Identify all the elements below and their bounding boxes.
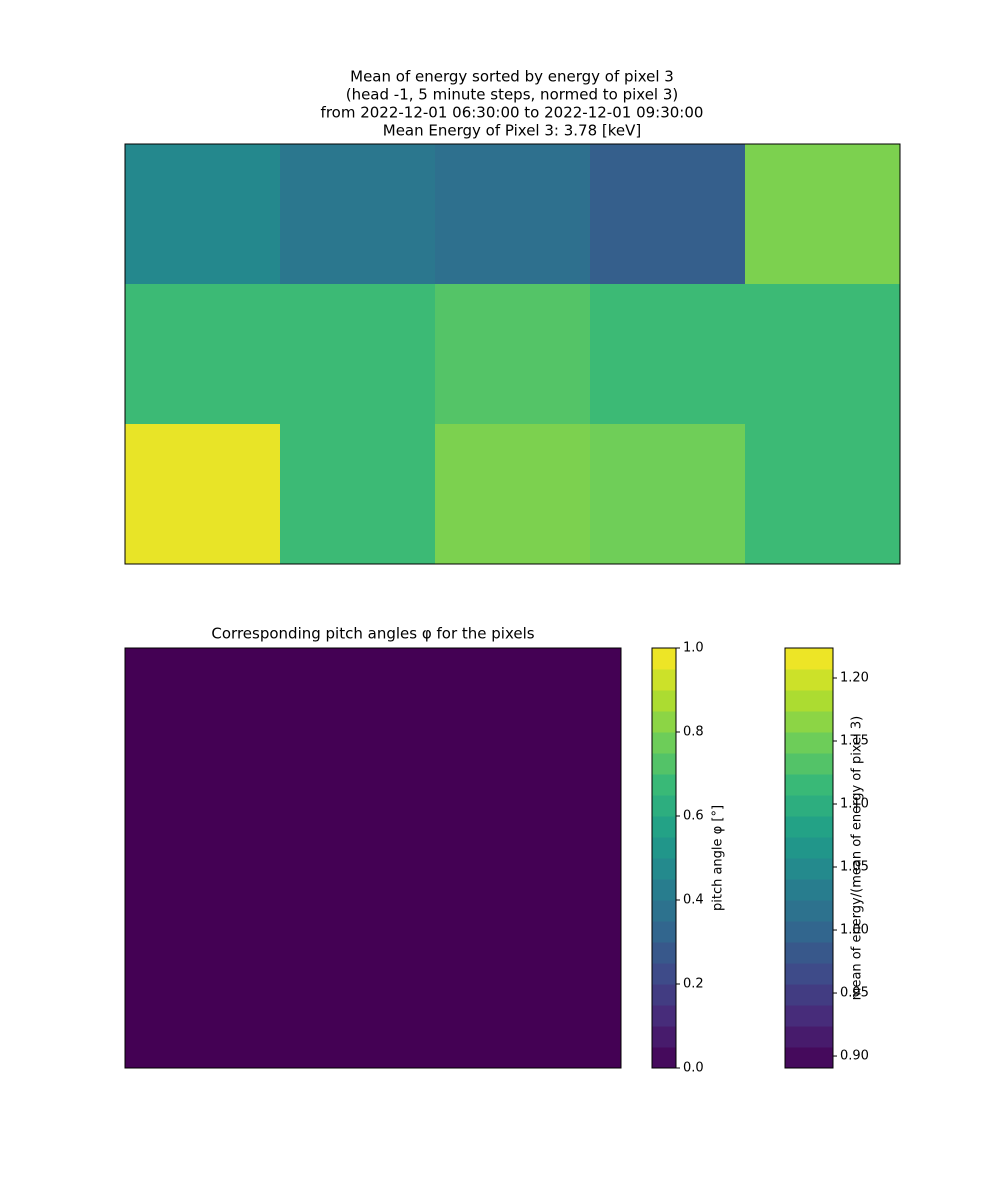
colorbar-tick-label: 1.05 xyxy=(840,860,869,875)
colorbar-band xyxy=(652,816,676,838)
colorbar-band xyxy=(785,942,833,964)
colorbar-band xyxy=(785,963,833,985)
colorbar-band xyxy=(652,1005,676,1027)
colorbar-band xyxy=(785,1005,833,1027)
colorbar-tick-label: 1.00 xyxy=(840,923,869,938)
heatmap-cell xyxy=(435,144,591,285)
axes-frame xyxy=(124,647,622,1069)
colorbar-frame xyxy=(784,647,834,1069)
colorbar-band xyxy=(652,732,676,754)
colorbar-band xyxy=(785,921,833,943)
colorbar-band xyxy=(652,837,676,859)
heatmap-cell xyxy=(125,284,281,425)
colorbar-band xyxy=(785,984,833,1006)
colorbar-tick-label: 1.15 xyxy=(840,733,869,748)
heatmap-cell xyxy=(590,424,746,565)
colorbar-band xyxy=(652,879,676,901)
chart-title: Mean Energy of Pixel 3: 3.78 [keV] xyxy=(383,122,642,140)
heatmap-cell xyxy=(125,424,281,565)
heatmap-cell xyxy=(745,144,901,285)
colorbar-band xyxy=(785,732,833,754)
heatmap-cell xyxy=(745,284,901,425)
colorbar-band xyxy=(785,858,833,880)
heatmap-cell xyxy=(435,424,591,565)
colorbar-band xyxy=(785,669,833,691)
colorbar-tick-label: 0.6 xyxy=(683,809,704,824)
colorbar-band xyxy=(785,711,833,733)
colorbar-band xyxy=(652,648,676,670)
colorbar-band xyxy=(652,753,676,775)
colorbar-band xyxy=(652,669,676,691)
colorbar-band xyxy=(785,1047,833,1069)
colorbar-band xyxy=(785,648,833,670)
colorbar-band xyxy=(652,984,676,1006)
colorbar-label: pitch angle φ [°] xyxy=(711,805,726,911)
colorbar-band xyxy=(652,963,676,985)
colorbar-band xyxy=(785,690,833,712)
colorbar-band xyxy=(652,900,676,922)
colorbar-band xyxy=(652,921,676,943)
colorbar-tick-label: 0.90 xyxy=(840,1049,869,1064)
colorbar-band xyxy=(652,774,676,796)
colorbar-band xyxy=(785,774,833,796)
colorbar-band xyxy=(652,1026,676,1048)
colorbar-band xyxy=(652,858,676,880)
colorbar-band xyxy=(785,900,833,922)
colorbar-tick-label: 0.8 xyxy=(683,725,704,740)
heatmap-cell xyxy=(590,144,746,285)
chart-title: from 2022-12-01 06:30:00 to 2022-12-01 0… xyxy=(321,104,704,122)
heatmap-cell xyxy=(280,284,436,425)
heatmap-cell xyxy=(125,648,622,1069)
colorbar-band xyxy=(785,753,833,775)
colorbar-band xyxy=(652,942,676,964)
chart-title: (head -1, 5 minute steps, normed to pixe… xyxy=(346,86,679,104)
colorbar-band xyxy=(785,879,833,901)
colorbar-frame xyxy=(651,647,677,1069)
colorbar-tick-label: 1.10 xyxy=(840,797,869,812)
colorbar-tick-label: 0.2 xyxy=(683,977,704,992)
chart-title: Mean of energy sorted by energy of pixel… xyxy=(350,68,674,86)
colorbar-band xyxy=(785,816,833,838)
colorbar-band xyxy=(652,1047,676,1069)
chart-title: Corresponding pitch angles φ for the pix… xyxy=(211,625,534,643)
heatmap-cell xyxy=(745,424,901,565)
colorbar-band xyxy=(785,795,833,817)
axes-frame xyxy=(124,143,901,565)
colorbar-band xyxy=(652,711,676,733)
colorbar-tick-label: 0.4 xyxy=(683,893,704,908)
colorbar-band xyxy=(652,795,676,817)
heatmap-cell xyxy=(280,424,436,565)
colorbar-tick-label: 1.0 xyxy=(683,641,704,656)
colorbar-tick-label: 1.20 xyxy=(840,670,869,685)
heatmap-cell xyxy=(435,284,591,425)
colorbar-tick-label: 0.95 xyxy=(840,986,869,1001)
heatmap-cell xyxy=(280,144,436,285)
colorbar-label: mean of energy/(mean of energy of pixel … xyxy=(850,716,865,1000)
heatmap-cell xyxy=(125,144,281,285)
colorbar-band xyxy=(785,837,833,859)
colorbar-band xyxy=(785,1026,833,1048)
colorbar-band xyxy=(652,690,676,712)
heatmap-cell xyxy=(590,284,746,425)
colorbar-tick-label: 0.0 xyxy=(683,1061,704,1076)
